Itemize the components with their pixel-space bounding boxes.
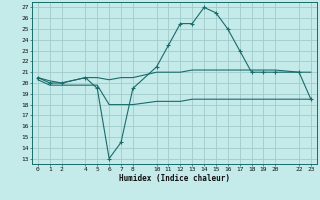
X-axis label: Humidex (Indice chaleur): Humidex (Indice chaleur) [119, 174, 230, 183]
